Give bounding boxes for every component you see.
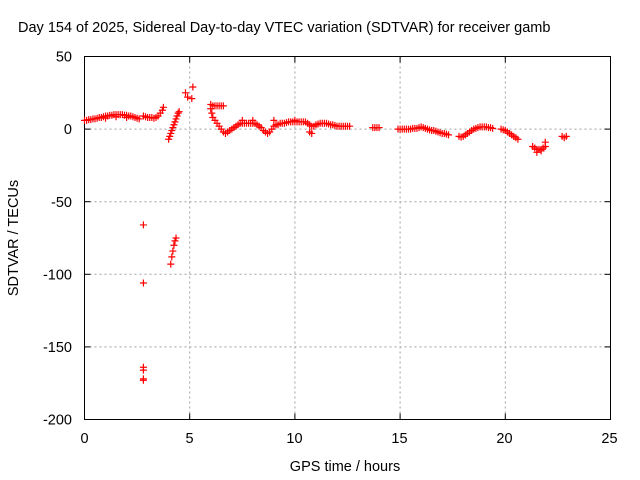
data-point-139 xyxy=(308,129,316,137)
data-point-194 xyxy=(489,124,497,132)
data-point-148 xyxy=(346,122,354,130)
data-point-40 xyxy=(159,103,167,111)
x-tick-label-10: 10 xyxy=(286,431,302,447)
data-point-62 xyxy=(174,109,182,117)
data-point-26 xyxy=(135,115,143,123)
data-point-44 xyxy=(139,366,147,374)
data-point-41 xyxy=(139,221,147,229)
data-point-75 xyxy=(207,105,215,113)
data-point-136 xyxy=(270,116,278,124)
data-point-64 xyxy=(181,89,189,97)
data-point-48 xyxy=(168,253,176,261)
data-point-76 xyxy=(208,109,216,117)
x-tick-label-5: 5 xyxy=(185,431,193,447)
data-point-65 xyxy=(184,93,192,101)
data-point-213 xyxy=(541,138,549,146)
plot-frame xyxy=(84,56,611,420)
y-axis-label: SDTVAR / TECUs xyxy=(6,180,22,296)
data-point-137 xyxy=(291,116,299,124)
data-point-63 xyxy=(175,108,183,116)
data-point-212 xyxy=(537,147,545,155)
data-point-50 xyxy=(170,241,178,249)
x-tick-label-25: 25 xyxy=(601,431,617,447)
data-point-42 xyxy=(139,279,147,287)
data-point-29 xyxy=(123,113,131,121)
axis-ticks xyxy=(84,56,611,420)
chart-title: Day 154 of 2025, Sidereal Day-to-day VTE… xyxy=(18,20,550,36)
data-point-135 xyxy=(249,116,257,124)
data-point-47 xyxy=(167,260,175,268)
data-point-66 xyxy=(188,95,196,103)
y-tick-label-50: 50 xyxy=(56,50,72,66)
x-tick-label-20: 20 xyxy=(496,431,512,447)
data-point-211 xyxy=(533,148,541,156)
data-point-152 xyxy=(375,124,383,132)
data-points xyxy=(81,83,570,384)
data-point-49 xyxy=(169,247,177,255)
data-point-46 xyxy=(139,376,147,384)
data-point-74 xyxy=(219,102,227,110)
y-tick-label-minus-50: -50 xyxy=(51,195,72,211)
y-tick-label-minus-100: -100 xyxy=(43,268,72,284)
y-tick-label-minus-150: -150 xyxy=(43,340,72,356)
y-tick-label-minus-200: -200 xyxy=(43,413,72,429)
data-point-52 xyxy=(172,234,180,242)
data-point-216 xyxy=(562,132,570,140)
data-point-134 xyxy=(238,116,246,124)
x-axis-label: GPS time / hours xyxy=(290,459,400,475)
x-tick-label-15: 15 xyxy=(391,431,407,447)
data-point-27 xyxy=(102,114,110,122)
y-tick-label-0: 0 xyxy=(64,122,72,138)
data-point-67 xyxy=(189,83,197,91)
data-point-28 xyxy=(112,113,120,121)
data-point-177 xyxy=(444,131,452,139)
x-tick-label-0: 0 xyxy=(80,431,88,447)
data-point-203 xyxy=(514,135,522,143)
